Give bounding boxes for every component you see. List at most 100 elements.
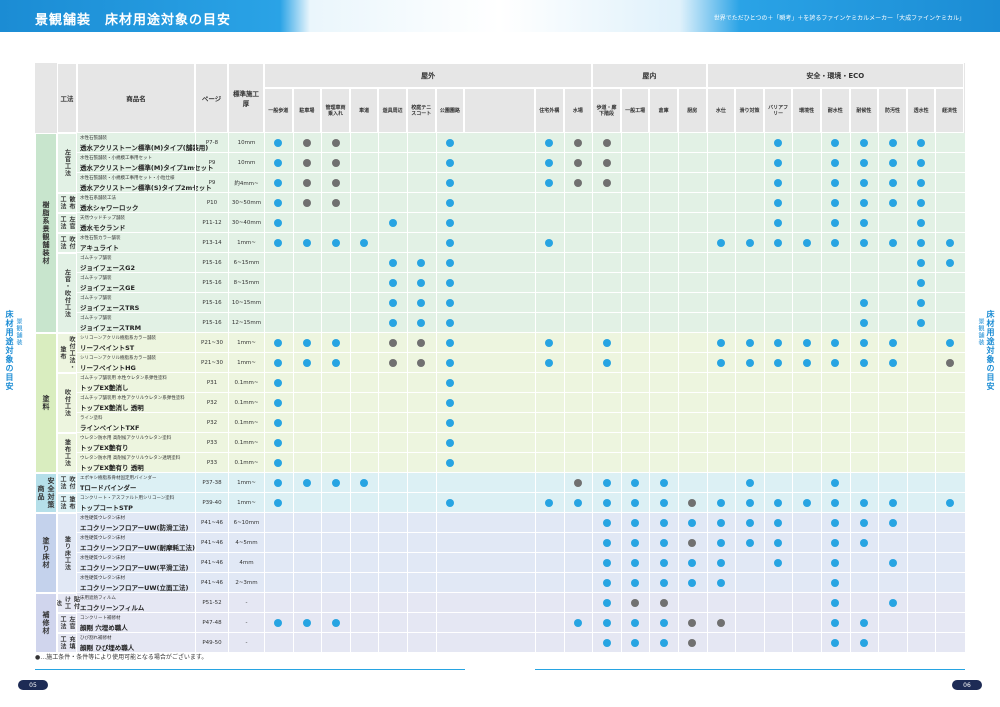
cell	[592, 553, 621, 573]
dot	[659, 619, 668, 627]
cell	[849, 133, 879, 153]
dot	[545, 179, 554, 187]
thickness: 約4mm~	[228, 173, 264, 193]
dot	[802, 499, 811, 507]
dot	[659, 639, 668, 647]
cell	[378, 373, 407, 393]
cell	[678, 253, 707, 273]
cell	[563, 213, 593, 233]
dot	[831, 559, 840, 567]
cell	[849, 213, 879, 233]
dot	[859, 499, 868, 507]
row-bg	[77, 533, 965, 553]
dot	[688, 519, 697, 527]
column-header: 経済性	[935, 88, 964, 133]
category-cell: 塗料	[35, 333, 57, 473]
cell	[349, 193, 379, 213]
cell	[878, 213, 907, 233]
cell	[906, 553, 936, 573]
cell	[407, 273, 436, 293]
dot	[831, 219, 840, 227]
dot	[302, 179, 311, 187]
thickness: 6~10mm	[228, 513, 264, 533]
cell	[321, 313, 350, 333]
cell	[649, 433, 678, 453]
cell	[349, 153, 379, 173]
cell	[935, 573, 964, 593]
cell	[407, 493, 436, 513]
cell	[792, 493, 821, 513]
dot	[445, 399, 454, 407]
cell	[292, 193, 322, 213]
dot	[573, 179, 582, 187]
product-subtitle: ゴムチップ舗装用 水性ウレタン系弾性塗料	[80, 376, 167, 381]
cell	[435, 553, 465, 573]
product-name: アキュライト	[80, 244, 119, 252]
cell	[435, 253, 465, 273]
cell	[292, 473, 322, 493]
column-header: 遊具周辺	[378, 88, 407, 133]
dot	[602, 539, 611, 547]
dot	[631, 599, 640, 607]
dot	[859, 219, 868, 227]
cell	[678, 533, 707, 553]
cell	[735, 273, 764, 293]
dot	[573, 159, 582, 167]
dot	[774, 559, 783, 567]
dot	[388, 299, 397, 307]
cell	[706, 393, 736, 413]
cell	[620, 273, 650, 293]
cell	[735, 533, 764, 553]
cell	[349, 453, 379, 473]
cell	[792, 173, 821, 193]
dot	[716, 539, 725, 547]
cell	[935, 593, 964, 613]
cell	[849, 393, 879, 413]
cell	[935, 553, 964, 573]
cell	[321, 173, 350, 193]
cell	[435, 613, 465, 633]
cell	[435, 433, 465, 453]
cell	[321, 473, 350, 493]
column-header: 車道	[349, 88, 379, 133]
product-subtitle: シリコーンアクリル樹脂系カラー舗装	[80, 356, 157, 361]
cell	[407, 393, 436, 413]
cell	[935, 153, 964, 173]
cell	[435, 313, 465, 333]
product-subtitle: ライン塗料	[80, 416, 103, 421]
cell	[935, 513, 964, 533]
category-cell: 安全対策商品	[35, 473, 57, 513]
cell	[378, 133, 407, 153]
page-ref: P41~46	[195, 553, 228, 573]
cell	[535, 493, 564, 513]
cell	[763, 373, 793, 393]
column-header: 水場	[563, 88, 593, 133]
dot	[774, 199, 783, 207]
cell	[563, 433, 593, 453]
cell	[649, 633, 678, 653]
dot	[602, 159, 611, 167]
dot	[602, 639, 611, 647]
cell	[878, 513, 907, 533]
cell	[906, 513, 936, 533]
column-header: 商品名	[77, 63, 195, 133]
cell	[878, 173, 907, 193]
cell	[821, 433, 850, 453]
cell	[435, 473, 465, 493]
cell	[264, 333, 293, 353]
cell	[906, 493, 936, 513]
product-subtitle: 水性石張舗装	[80, 136, 107, 141]
cell	[620, 493, 650, 513]
column-header: 透水性	[906, 88, 936, 133]
cell	[849, 493, 879, 513]
page-ref: P15-16	[195, 293, 228, 313]
page-ref: P32	[195, 393, 228, 413]
cell	[563, 233, 593, 253]
cell	[649, 613, 678, 633]
dot	[716, 559, 725, 567]
dot	[545, 339, 554, 347]
thickness: 1mm~	[228, 493, 264, 513]
cell	[620, 353, 650, 373]
dot	[631, 579, 640, 587]
dot	[602, 499, 611, 507]
